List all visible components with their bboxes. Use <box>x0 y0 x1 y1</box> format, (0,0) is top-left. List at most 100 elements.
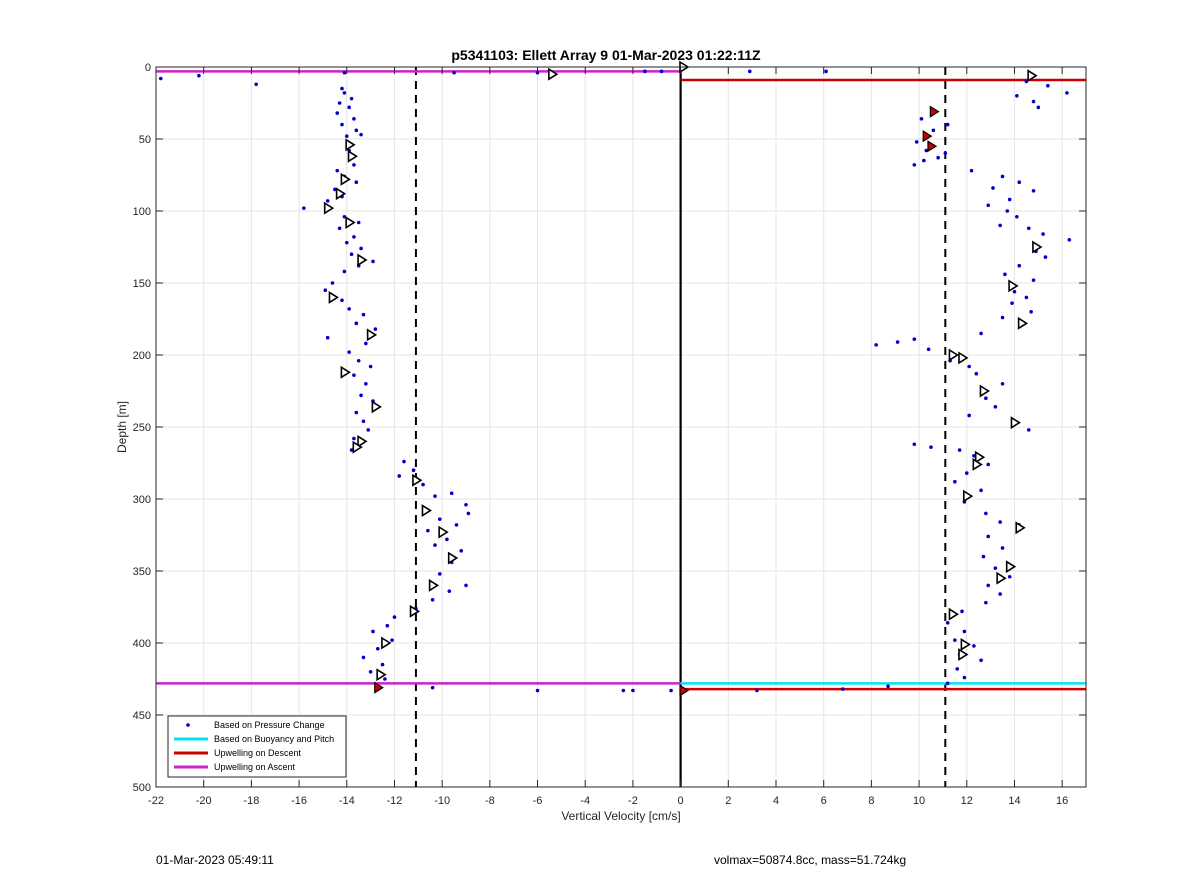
data-point <box>325 199 330 203</box>
data-point <box>964 471 969 475</box>
legend-label: Based on Buoyancy and Pitch <box>214 734 334 744</box>
data-point <box>325 335 330 340</box>
triangle-marker <box>1008 279 1019 293</box>
red-triangle-marker <box>927 140 938 153</box>
data-point <box>352 235 356 239</box>
data-point <box>1003 272 1007 277</box>
data-point <box>364 382 368 386</box>
data-point <box>631 688 635 693</box>
triangle-marker <box>974 450 986 464</box>
data-point <box>354 321 359 326</box>
data-point <box>1012 289 1017 294</box>
data-point <box>449 491 454 496</box>
triangle-marker <box>409 604 421 618</box>
data-point <box>1026 428 1031 432</box>
x-tick-label: -4 <box>580 795 590 807</box>
x-tick-label: 12 <box>961 795 973 807</box>
x-tick-label: 6 <box>821 795 827 807</box>
data-point <box>1015 94 1019 98</box>
data-point <box>919 117 924 121</box>
data-point <box>344 134 349 138</box>
data-point <box>383 677 387 681</box>
data-point <box>373 327 378 331</box>
triangle-marker <box>979 384 990 398</box>
triangle-marker <box>1010 416 1021 430</box>
data-point <box>347 105 351 110</box>
data-point <box>349 252 354 256</box>
data-point <box>340 86 344 91</box>
y-tick-label: 50 <box>139 134 151 146</box>
data-point <box>945 681 950 686</box>
data-point <box>397 474 402 478</box>
data-point <box>356 220 361 225</box>
data-point <box>955 667 960 671</box>
data-point <box>340 298 344 303</box>
triangle-marker <box>357 253 368 267</box>
data-point <box>197 73 201 78</box>
data-point <box>993 566 998 570</box>
data-point <box>1024 79 1029 84</box>
x-tick-label: 16 <box>1056 795 1068 807</box>
triangle-marker <box>421 504 432 517</box>
data-point <box>347 307 351 311</box>
data-point <box>337 226 342 231</box>
data-point <box>158 76 163 81</box>
data-point <box>1031 99 1036 104</box>
data-point <box>974 371 979 376</box>
data-point <box>936 155 940 160</box>
x-tick-label: 2 <box>725 795 731 807</box>
data-point <box>1031 278 1036 282</box>
triangle-marker <box>381 636 392 650</box>
data-point <box>368 670 373 674</box>
data-point <box>402 459 406 464</box>
data-point <box>943 151 948 156</box>
data-point <box>330 281 335 285</box>
data-point <box>426 528 430 533</box>
data-point <box>998 592 1002 596</box>
data-point <box>342 91 347 95</box>
points <box>158 60 1072 697</box>
data-point <box>957 448 962 452</box>
triangle-marker <box>972 457 983 471</box>
data-point <box>430 685 435 690</box>
data-point <box>895 340 900 344</box>
data-point <box>886 684 890 688</box>
x-tick-label: -8 <box>485 795 495 807</box>
data-point <box>347 350 351 354</box>
data-point <box>447 589 452 593</box>
data-point <box>354 410 359 415</box>
data-point <box>392 615 397 619</box>
data-point <box>972 454 976 458</box>
data-point <box>385 623 390 628</box>
data-point <box>371 629 375 634</box>
triangle-marker <box>323 201 335 215</box>
data-point <box>340 122 344 127</box>
data-point <box>437 517 442 521</box>
y-tick-label: 500 <box>133 782 151 794</box>
data-point <box>335 168 340 173</box>
x-tick-label: -2 <box>628 795 638 807</box>
x-tick-label: -18 <box>243 795 259 807</box>
triangle-marker <box>357 434 368 448</box>
data-point <box>380 662 385 667</box>
triangle-marker <box>960 637 971 651</box>
data-point <box>371 259 375 264</box>
data-point <box>981 554 986 559</box>
data-point <box>840 687 845 691</box>
y-tick-label: 450 <box>133 710 151 722</box>
data-point <box>1000 382 1005 386</box>
data-point <box>368 364 373 369</box>
data-point <box>1000 546 1005 550</box>
data-point <box>302 206 306 210</box>
data-point <box>366 428 371 432</box>
triangle-marker <box>328 290 339 304</box>
triangle-marker <box>1017 316 1029 330</box>
data-point <box>643 69 647 74</box>
data-point <box>993 405 998 409</box>
data-point <box>998 520 1002 524</box>
data-point <box>1007 574 1012 579</box>
legend-swatch-dot <box>186 723 190 727</box>
data-point <box>659 69 664 74</box>
segments <box>156 70 1086 691</box>
x-axis-label: Vertical Velocity [cm/s] <box>561 809 680 823</box>
